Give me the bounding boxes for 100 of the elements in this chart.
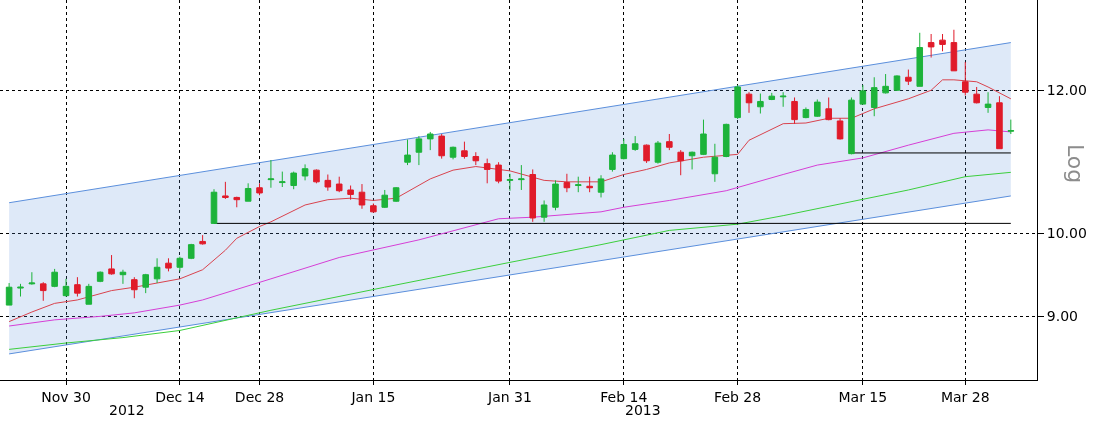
candlestick (506, 173, 514, 192)
candlestick (96, 270, 104, 283)
candlestick (631, 135, 639, 152)
candlestick (552, 179, 559, 211)
candlestick (5, 282, 13, 306)
candlestick (882, 73, 889, 95)
candlestick (28, 271, 36, 286)
candlestick (700, 119, 707, 156)
candlestick (142, 273, 149, 294)
text: 2012 (109, 402, 145, 418)
candlestick (301, 163, 309, 181)
candlestick (711, 143, 719, 183)
candlestick (597, 174, 605, 198)
y-axis-title: Log (1062, 143, 1088, 184)
candlestick (984, 91, 992, 114)
x-tick-label: Mar 28 (940, 388, 990, 405)
candlestick (814, 98, 821, 118)
candlestick (757, 93, 764, 115)
candlestick (586, 176, 593, 193)
candlestick (722, 123, 730, 158)
x-tick-label: Nov 30 (41, 388, 91, 405)
candlestick (426, 131, 434, 151)
candlestick (779, 91, 787, 108)
candlestick (529, 168, 537, 223)
candlestick (859, 84, 867, 105)
candlestick (540, 199, 548, 223)
y-tick-label: 10.00 (1046, 225, 1087, 242)
candlestick (256, 182, 263, 196)
x-tick-label: Feb 14 (600, 388, 648, 405)
x-tick-label: Jan 15 (350, 388, 396, 405)
candlestick (324, 174, 332, 192)
candlestick (620, 138, 628, 160)
candlestick (870, 76, 878, 117)
candlestick (51, 268, 58, 288)
candlestick (472, 151, 480, 166)
candlestick (643, 143, 650, 164)
candlestick (677, 149, 684, 176)
candlestick (222, 181, 229, 200)
candlestick (461, 141, 468, 160)
candlestick (734, 84, 741, 120)
candlestick (927, 33, 935, 59)
candlestick (165, 257, 172, 272)
candlestick (62, 278, 70, 298)
candlestick (996, 95, 1003, 150)
candlestick (347, 185, 354, 201)
candlestick (939, 33, 946, 52)
candlestick (335, 176, 343, 193)
candlestick (609, 151, 616, 173)
x-tick-label: Mar 15 (838, 388, 888, 405)
candlestick (176, 256, 184, 272)
candlestick (688, 151, 696, 170)
candlestick (768, 92, 776, 101)
x-tick-label: Dec 28 (234, 388, 285, 405)
candlestick (85, 283, 93, 305)
candlestick (404, 139, 411, 166)
candlestick (666, 133, 673, 151)
candlestick (825, 96, 832, 121)
candlestick (1007, 119, 1015, 135)
candlestick (108, 254, 115, 276)
candlestick (654, 140, 662, 165)
candlestick (495, 161, 502, 184)
candlestick (199, 234, 206, 246)
candlestick (392, 186, 400, 203)
candlestick (438, 133, 445, 160)
line-series (8, 79, 1012, 323)
candlestick (802, 106, 810, 119)
candlestick (267, 159, 275, 189)
line-series (8, 171, 1012, 350)
candlestick (745, 91, 753, 114)
y-tick-label: 9.00 (1046, 308, 1078, 325)
candlestick (233, 196, 241, 208)
candlestick (153, 257, 161, 284)
candlestick (119, 269, 127, 285)
candlestick (74, 276, 81, 298)
candlestick (950, 29, 958, 72)
candlestick (381, 189, 389, 209)
candlestick (483, 158, 491, 184)
candlestick (574, 176, 582, 193)
candlestick (973, 86, 980, 104)
candlestick (791, 96, 798, 125)
candlestick (244, 182, 252, 202)
candlestick (916, 32, 924, 87)
candlestick (370, 202, 377, 214)
candlestick (39, 281, 47, 302)
x-tick-label: Feb 28 (714, 388, 762, 405)
candlestick (848, 96, 855, 155)
x-tick-label: Jan 31 (487, 388, 532, 405)
candlestick (290, 171, 297, 190)
candlestick (836, 117, 844, 141)
candlestick (893, 74, 901, 92)
candlestick (313, 168, 320, 184)
candlestick (358, 183, 366, 210)
candlestick (518, 164, 525, 191)
candlestick (17, 283, 24, 298)
candlestick (905, 69, 912, 86)
candlestick (187, 243, 195, 260)
text: 2013 (625, 402, 661, 418)
candlestick (449, 146, 457, 160)
candlestick (131, 276, 138, 299)
x-tick-label: Dec 14 (155, 388, 205, 405)
